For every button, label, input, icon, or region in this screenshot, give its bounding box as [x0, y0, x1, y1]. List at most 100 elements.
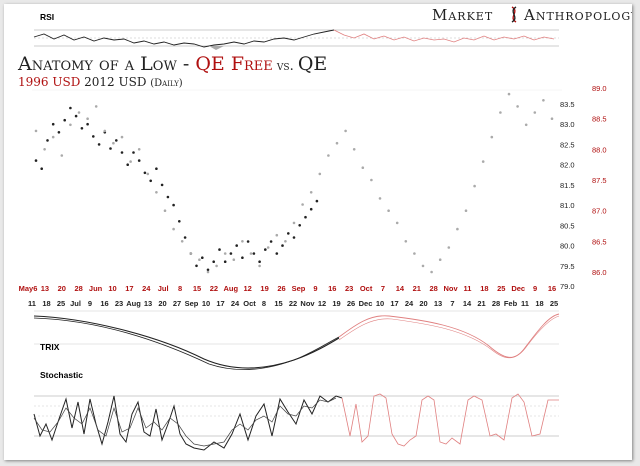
x-tick-2012: 24 — [231, 299, 240, 308]
series-2012-usd — [34, 106, 319, 272]
data-point — [223, 252, 227, 255]
x-tick-1996: Sep — [292, 284, 306, 293]
data-point — [241, 240, 244, 243]
stoch-k-2012 — [33, 395, 343, 451]
x-tick-1996: 10 — [108, 284, 116, 293]
x-tick-2012: Feb — [504, 299, 518, 308]
data-point — [43, 148, 46, 151]
x-tick-2012: 25 — [550, 299, 558, 308]
data-point — [115, 139, 118, 142]
data-point — [34, 129, 38, 133]
data-point — [309, 191, 313, 194]
data-point — [63, 118, 66, 122]
x-tick-1996: Aug — [224, 284, 239, 293]
data-point — [212, 260, 215, 264]
data-point — [542, 99, 545, 102]
data-point — [109, 147, 112, 150]
data-point — [473, 184, 476, 188]
data-point — [172, 227, 175, 231]
rsi-line-1996 — [333, 29, 555, 43]
x-tick-2012: 14 — [463, 299, 472, 308]
data-point — [180, 240, 184, 243]
chart-frame: Market Anthropology Anatomy of a Low - Q… — [4, 4, 632, 460]
y-tick-2012: 79.5 — [560, 262, 575, 271]
data-point — [69, 106, 72, 110]
y-tick-2012: 79.0 — [560, 282, 575, 291]
trix-line-1996 — [338, 313, 560, 358]
data-point — [344, 129, 347, 133]
x-tick-1996: 12 — [244, 284, 252, 293]
x-tick-1996: 26 — [277, 284, 285, 293]
data-point — [166, 195, 170, 199]
data-point — [241, 256, 244, 259]
x-tick-2012: 8 — [262, 299, 266, 308]
data-point — [60, 154, 64, 157]
data-point — [80, 127, 84, 130]
data-point — [287, 232, 290, 235]
data-point — [103, 129, 107, 133]
data-point — [438, 258, 442, 261]
x-tick-2012: Dec — [359, 299, 373, 308]
data-point — [352, 148, 356, 151]
x-tick-1996: May6 — [19, 284, 38, 293]
data-point — [252, 252, 256, 255]
data-point — [86, 117, 89, 120]
x-tick-2012: 13 — [434, 299, 442, 308]
data-point — [404, 240, 408, 243]
y-tick-2012: 83.5 — [560, 100, 575, 109]
y-tick-1996: 88.0 — [592, 145, 607, 154]
data-point — [327, 154, 330, 157]
data-point — [34, 159, 38, 162]
x-tick-1996: Oct — [360, 284, 373, 293]
data-point — [413, 252, 416, 255]
y-tick-2012: 82.5 — [560, 140, 575, 149]
data-point — [292, 221, 296, 225]
data-point — [258, 260, 261, 264]
data-point — [447, 246, 451, 249]
data-point — [160, 183, 164, 187]
x-tick-1996: Jul — [158, 284, 169, 293]
x-tick-2012: 27 — [173, 299, 181, 308]
data-point — [266, 246, 270, 249]
data-point — [46, 139, 49, 142]
y-tick-2012: 80.0 — [560, 242, 575, 251]
x-tick-1996: 24 — [142, 284, 151, 293]
y-tick-1996: 86.5 — [592, 237, 607, 246]
data-point — [97, 143, 101, 146]
x-tick-2012: 17 — [390, 299, 398, 308]
data-point — [195, 264, 198, 268]
x-axis-2012: 11 18 25 Jul 9 16 23 Aug 13 20 27 Sep 10 17 24 Oct 8 15 22… — [28, 299, 558, 308]
stochastic-label: Stochastic — [40, 370, 83, 380]
title-block: Anatomy of a Low - QE Free vs. QE 1996 U… — [17, 53, 327, 89]
data-point — [149, 179, 152, 183]
y-tick-2012: 81.0 — [560, 201, 575, 210]
data-point — [430, 270, 433, 274]
x-tick-2012: 11 — [521, 299, 529, 308]
data-point — [235, 244, 238, 247]
data-point — [51, 135, 55, 139]
data-point — [163, 209, 167, 212]
x-tick-2012: 10 — [202, 299, 210, 308]
x-tick-1996: 28 — [430, 284, 438, 293]
x-tick-1996: 19 — [260, 284, 268, 293]
x-tick-2012: Aug — [126, 299, 141, 308]
data-point — [370, 178, 373, 182]
x-tick-1996: 21 — [413, 284, 421, 293]
data-point — [132, 151, 135, 154]
data-point — [490, 135, 494, 139]
y-tick-2012: 83.0 — [560, 120, 575, 129]
x-tick-2012: 15 — [274, 299, 282, 308]
data-point — [137, 159, 141, 162]
data-point — [456, 227, 459, 231]
x-tick-2012: 26 — [347, 299, 355, 308]
data-point — [516, 105, 519, 108]
y-tick-1996: 87.0 — [592, 207, 607, 216]
data-point — [112, 141, 115, 145]
x-tick-2012: 25 — [57, 299, 65, 308]
data-point — [533, 111, 537, 114]
brand-left: Market — [432, 6, 493, 24]
series-1996-usd — [34, 92, 554, 274]
y-tick-1996: 86.0 — [592, 268, 607, 277]
data-point — [395, 221, 399, 225]
x-tick-2012: 19 — [332, 299, 340, 308]
